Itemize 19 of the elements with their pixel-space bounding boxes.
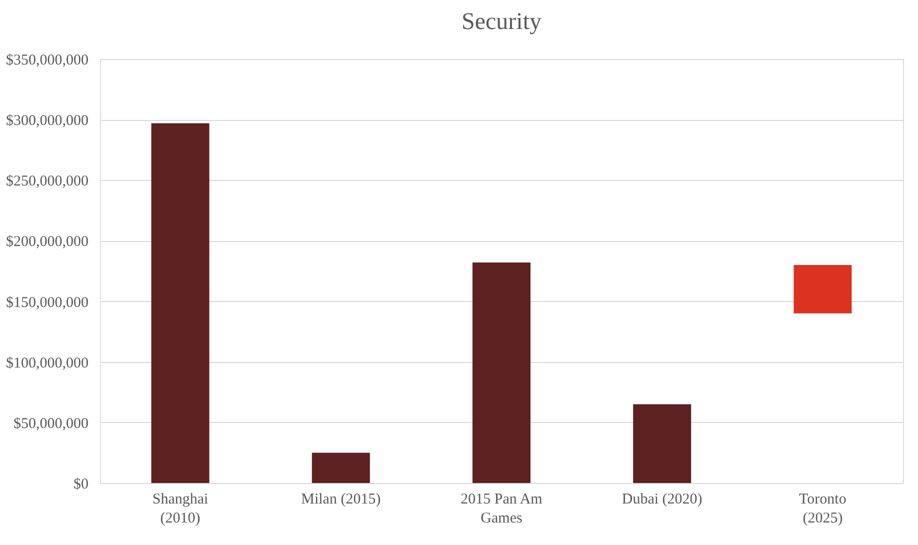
chart-title: Security (462, 9, 542, 35)
bar (151, 123, 210, 483)
y-tick-label: $100,000,000 (6, 355, 88, 372)
x-tick-label: 2015 Pan Am Games (460, 492, 543, 526)
bar (312, 452, 370, 483)
y-tick-label: $150,000,000 (6, 294, 88, 311)
bar (633, 404, 692, 483)
y-tick-label: $200,000,000 (6, 234, 88, 250)
x-tick-label: Dubai (2020) (622, 492, 702, 508)
x-tick-label: Toronto (2025) (799, 492, 846, 526)
y-tick-label: $350,000,000 (6, 52, 88, 68)
x-tick-label: Milan (2015) (301, 492, 381, 508)
y-tick-label: $50,000,000 (14, 416, 88, 432)
y-tick-label: $250,000,000 (6, 174, 88, 190)
x-tick-label: Shanghai (2010) (152, 492, 208, 526)
y-tick-label: $0 (74, 476, 88, 492)
bar (794, 264, 852, 314)
y-tick-label: $300,000,000 (6, 113, 88, 130)
bar (472, 262, 530, 483)
